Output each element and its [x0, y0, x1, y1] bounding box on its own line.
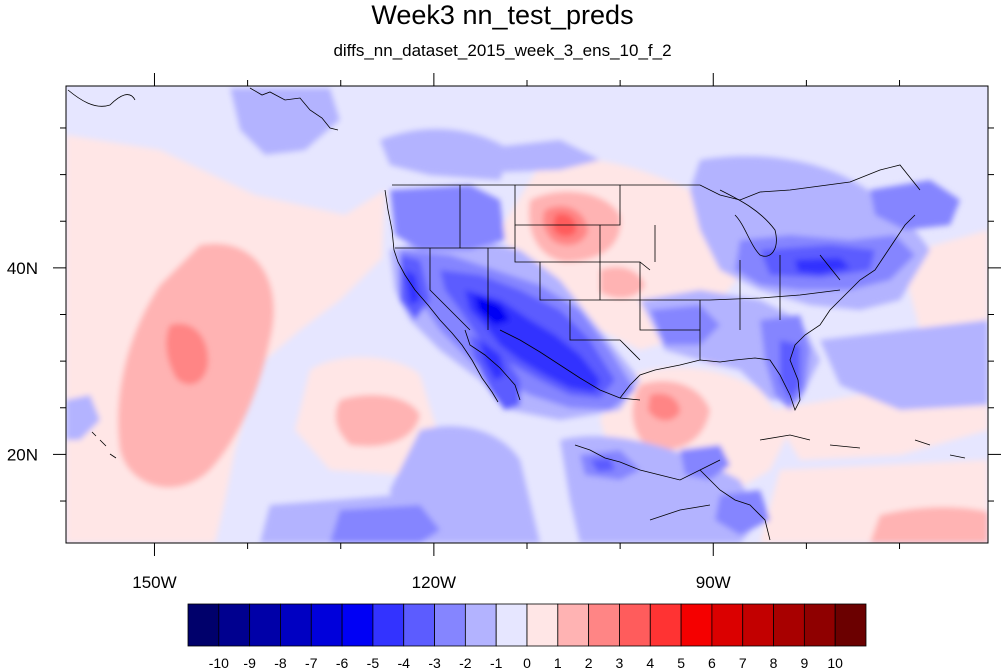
coastlines-and-borders — [67, 87, 966, 541]
colorbar-swatch — [280, 603, 312, 647]
colorbar-swatch — [773, 603, 805, 647]
colorbar-swatch — [619, 603, 651, 647]
colorbar-label: 9 — [800, 655, 808, 671]
x-tick-label: 120W — [412, 573, 456, 592]
colorbar-swatch — [249, 603, 281, 647]
colorbar-label: -5 — [367, 655, 380, 671]
colorbar-swatch — [649, 603, 682, 647]
colorbar-label: 8 — [770, 655, 778, 671]
y-tick-label: 20N — [7, 445, 38, 464]
y-tick-label: 40N — [7, 259, 38, 278]
colorbar-swatch — [434, 603, 466, 647]
colorbar-label: 1 — [554, 655, 562, 671]
colorbar-label: -8 — [274, 655, 287, 671]
colorbar-label: 7 — [739, 655, 747, 671]
figure-subtitle: diffs_nn_dataset_2015_week_3_ens_10_f_2 — [333, 41, 672, 60]
colorbar-swatch — [403, 603, 435, 647]
colorbar-swatch — [341, 603, 374, 647]
colorbar-label: -1 — [490, 655, 503, 671]
colorbar-label: -6 — [336, 655, 349, 671]
colorbar-swatch — [372, 603, 405, 647]
colorbar-label: -9 — [243, 655, 256, 671]
colorbar-label: 0 — [523, 655, 531, 671]
axis-tick-labels: 150W 120W 90W 40N 20N — [7, 259, 731, 592]
colorbar-swatch — [218, 603, 251, 647]
colorbar-swatch — [680, 603, 713, 647]
figure-title: Week3 nn_test_preds — [371, 0, 634, 30]
colorbar-label: 10 — [827, 655, 843, 671]
anomaly-field — [66, 86, 988, 543]
colorbar-label: -10 — [209, 655, 229, 671]
colorbar-swatch — [464, 603, 497, 647]
colorbar-label: 4 — [646, 655, 654, 671]
colorbar-swatch — [187, 603, 220, 647]
colorbar-label: 5 — [677, 655, 685, 671]
colorbar-label: 3 — [616, 655, 624, 671]
axis-ticks — [53, 73, 1001, 556]
colorbar: -10 -9 -8 -7 -6 -5 -4 -3 -2 -1 0 1 2 3 4 5 6 7 8 9 10 — [187, 603, 867, 671]
x-tick-label: 90W — [696, 573, 731, 592]
colorbar-label: 2 — [585, 655, 593, 671]
colorbar-label: -2 — [459, 655, 472, 671]
colorbar-swatch — [711, 603, 744, 647]
colorbar-swatch — [742, 603, 774, 647]
colorbar-label: -4 — [398, 655, 411, 671]
colorbar-label: -3 — [428, 655, 441, 671]
colorbar-label: 6 — [708, 655, 716, 671]
colorbar-swatch — [526, 603, 559, 647]
colorbar-swatch — [495, 603, 528, 647]
colorbar-swatch — [557, 603, 590, 647]
colorbar-label: -7 — [305, 655, 318, 671]
colorbar-swatch — [310, 603, 343, 647]
x-tick-label: 150W — [132, 573, 176, 592]
colorbar-swatch — [834, 603, 867, 647]
colorbar-swatch — [588, 603, 620, 647]
colorbar-swatch — [803, 603, 836, 647]
